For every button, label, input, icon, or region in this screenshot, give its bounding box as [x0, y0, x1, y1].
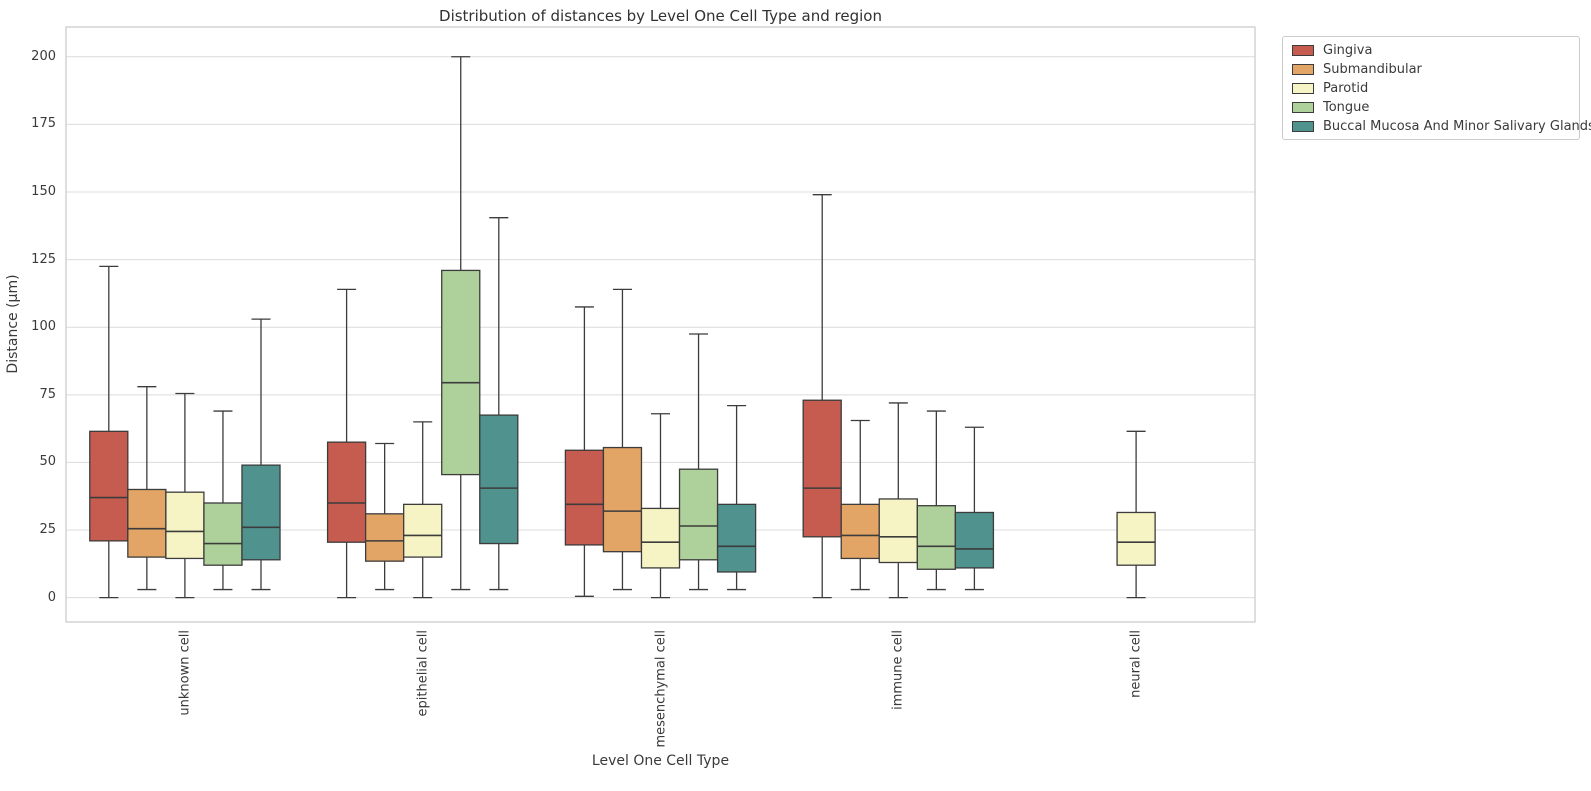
legend-swatch — [1292, 63, 1314, 75]
legend-swatch — [1292, 82, 1314, 94]
iqr-box — [203, 502, 243, 566]
legend-item-tongue: Tongue — [1292, 99, 1570, 115]
box-unknown-cell-parotid — [165, 392, 205, 599]
box-immune-cell-parotid — [878, 402, 918, 599]
box-mesenchymal-cell-buccal-mucosa-and-minor-salivary-glands — [716, 404, 757, 591]
y-tick-label-100: 100 — [31, 319, 56, 335]
box-unknown-cell-tongue — [203, 410, 243, 591]
legend-item-submandibular: Submandibular — [1292, 61, 1570, 77]
box-immune-cell-buccal-mucosa-and-minor-salivary-glands — [954, 426, 995, 591]
iqr-box — [326, 441, 367, 543]
y-tick-label-0: 0 — [47, 589, 56, 605]
iqr-box — [916, 505, 957, 570]
axes-frame — [65, 26, 1256, 623]
x-tick-label-epithelial-cell: epithelial cell — [415, 630, 430, 721]
iqr-box — [89, 430, 129, 542]
box-unknown-cell-buccal-mucosa-and-minor-salivary-glands — [241, 318, 281, 591]
box-immune-cell-submandibular — [840, 419, 880, 591]
x-tick-label-text: unknown cell — [177, 630, 193, 716]
box-epithelial-cell-buccal-mucosa-and-minor-salivary-glands — [479, 217, 519, 591]
iqr-box — [479, 414, 519, 545]
iqr-box — [640, 507, 681, 569]
iqr-box — [954, 511, 995, 569]
chart-title: Distribution of distances by Level One C… — [439, 7, 882, 25]
x-tick-label-text: immune cell — [890, 630, 906, 710]
box-mesenchymal-cell-gingiva — [564, 306, 605, 597]
x-tick-label-neural-cell: neural cell — [1129, 630, 1144, 702]
box-mesenchymal-cell-submandibular — [602, 288, 643, 591]
box-epithelial-cell-submandibular — [364, 442, 405, 591]
x-tick-label-unknown-cell: unknown cell — [177, 630, 192, 720]
x-axis-label: Level One Cell Type — [591, 753, 730, 769]
y-tick-label-75: 75 — [39, 386, 56, 402]
iqr-box — [802, 399, 842, 538]
box-neural-cell-parotid — [1116, 430, 1156, 599]
legend-label: Buccal Mucosa And Minor Salivary Glands — [1323, 118, 1591, 134]
legend-label: Tongue — [1323, 99, 1370, 115]
legend: Gingiva Submandibular Parotid Tongue Buccal … — [1282, 36, 1591, 140]
iqr-box — [678, 468, 719, 561]
legend-item-parotid: Parotid — [1292, 80, 1570, 96]
iqr-box — [1116, 511, 1156, 566]
y-tick-label-125: 125 — [31, 251, 56, 267]
iqr-box — [878, 498, 918, 564]
box-epithelial-cell-tongue — [441, 56, 481, 591]
legend-label: Submandibular — [1323, 61, 1422, 77]
iqr-box — [403, 503, 443, 558]
y-tick-label-175: 175 — [31, 116, 56, 132]
legend-label: Parotid — [1323, 80, 1369, 96]
legend-item-buccal-mucosa-and-minor-salivary-glands: Buccal Mucosa And Minor Salivary Glands — [1292, 119, 1591, 134]
iqr-box — [716, 503, 757, 573]
box-epithelial-cell-gingiva — [326, 288, 367, 599]
x-tick-label-immune-cell: immune cell — [891, 630, 906, 714]
iqr-box — [441, 269, 481, 476]
x-tick-label-text: epithelial cell — [415, 630, 431, 717]
y-tick-label-200: 200 — [31, 48, 56, 64]
x-tick-label-text: mesenchymal cell — [653, 630, 668, 748]
box-epithelial-cell-parotid — [403, 421, 443, 599]
y-tick-label-50: 50 — [39, 454, 56, 470]
y-tick-label-150: 150 — [31, 183, 56, 199]
legend-label: Gingiva — [1323, 42, 1373, 58]
iqr-box — [564, 449, 605, 546]
iqr-box — [127, 488, 167, 558]
iqr-box — [241, 464, 281, 561]
x-tick-label-mesenchymal-cell: mesenchymal cell — [653, 630, 668, 752]
legend-swatch — [1292, 44, 1314, 56]
iqr-box — [364, 513, 405, 562]
legend-swatch — [1292, 101, 1314, 113]
y-tick-label-25: 25 — [39, 522, 56, 538]
box-immune-cell-gingiva — [802, 194, 842, 599]
iqr-box — [602, 446, 643, 553]
legend-item-gingiva: Gingiva — [1292, 42, 1570, 58]
x-tick-label-text: neural cell — [1128, 630, 1144, 698]
box-unknown-cell-gingiva — [89, 265, 129, 599]
iqr-box — [165, 491, 205, 560]
iqr-box — [840, 503, 880, 560]
legend-swatch — [1292, 120, 1314, 132]
